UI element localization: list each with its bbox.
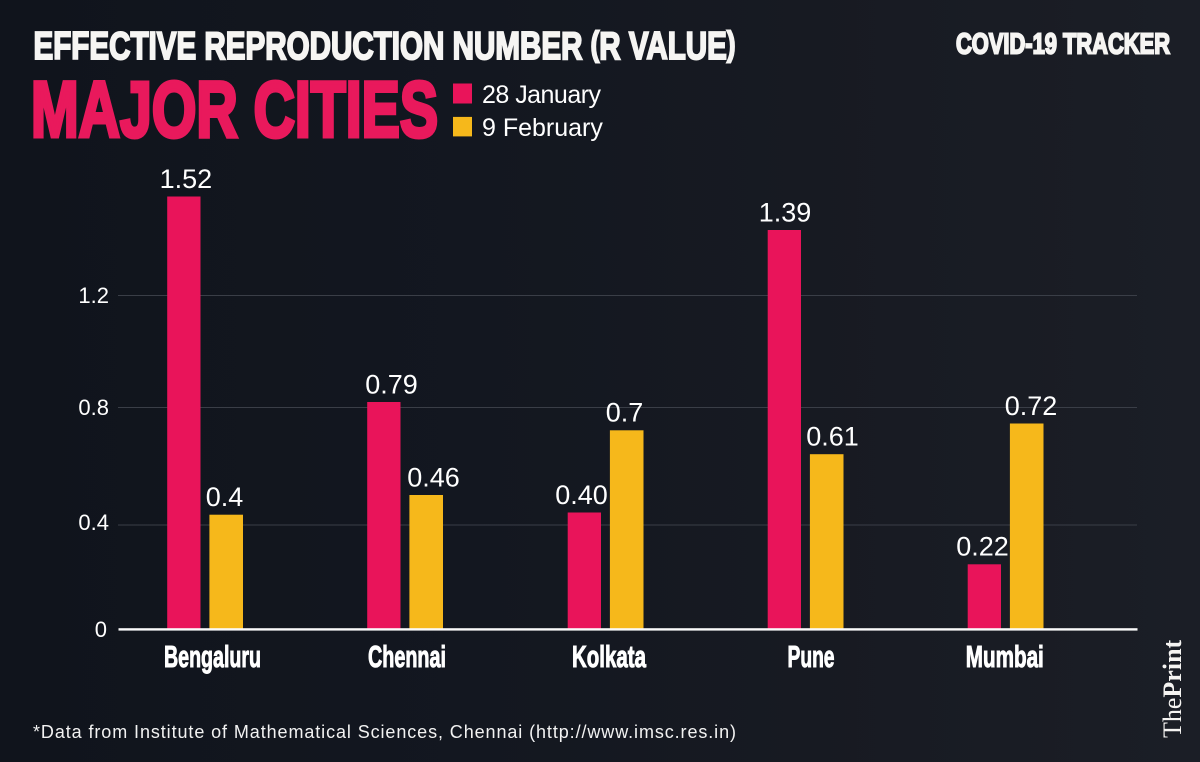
svg-text:1.2: 1.2 <box>78 283 109 308</box>
svg-text:0.4: 0.4 <box>78 510 109 535</box>
svg-text:0.8: 0.8 <box>78 395 109 420</box>
svg-text:0.79: 0.79 <box>365 369 418 399</box>
svg-text:Bengaluru: Bengaluru <box>164 639 261 674</box>
svg-text:0.4: 0.4 <box>206 482 244 512</box>
svg-text:0: 0 <box>95 617 107 642</box>
svg-text:COVID-19 TRACKER: COVID-19 TRACKER <box>956 29 1170 61</box>
svg-text:*Data from Institute of Mathem: *Data from Institute of Mathematical Sci… <box>33 722 736 742</box>
svg-text:0.72: 0.72 <box>1005 391 1058 421</box>
svg-text:1.39: 1.39 <box>759 197 812 227</box>
svg-text:0.46: 0.46 <box>407 462 460 492</box>
svg-text:ThePrint: ThePrint <box>1158 639 1187 738</box>
svg-text:Mumbai: Mumbai <box>966 639 1044 674</box>
svg-text:0.40: 0.40 <box>555 480 608 510</box>
svg-text:0.7: 0.7 <box>606 398 644 428</box>
svg-text:Pune: Pune <box>788 639 835 674</box>
svg-text:9 February: 9 February <box>482 114 603 142</box>
svg-text:EFFECTIVE REPRODUCTION NUMBER: EFFECTIVE REPRODUCTION NUMBER (R VALUE) <box>34 25 736 68</box>
svg-text:1.52: 1.52 <box>160 164 213 194</box>
svg-text:28 January: 28 January <box>482 81 602 109</box>
svg-text:0.61: 0.61 <box>806 422 859 452</box>
svg-text:MAJOR CITIES: MAJOR CITIES <box>31 65 438 154</box>
svg-text:0.22: 0.22 <box>956 532 1009 562</box>
svg-text:Chennai: Chennai <box>368 639 446 674</box>
svg-text:Kolkata: Kolkata <box>572 639 646 674</box>
